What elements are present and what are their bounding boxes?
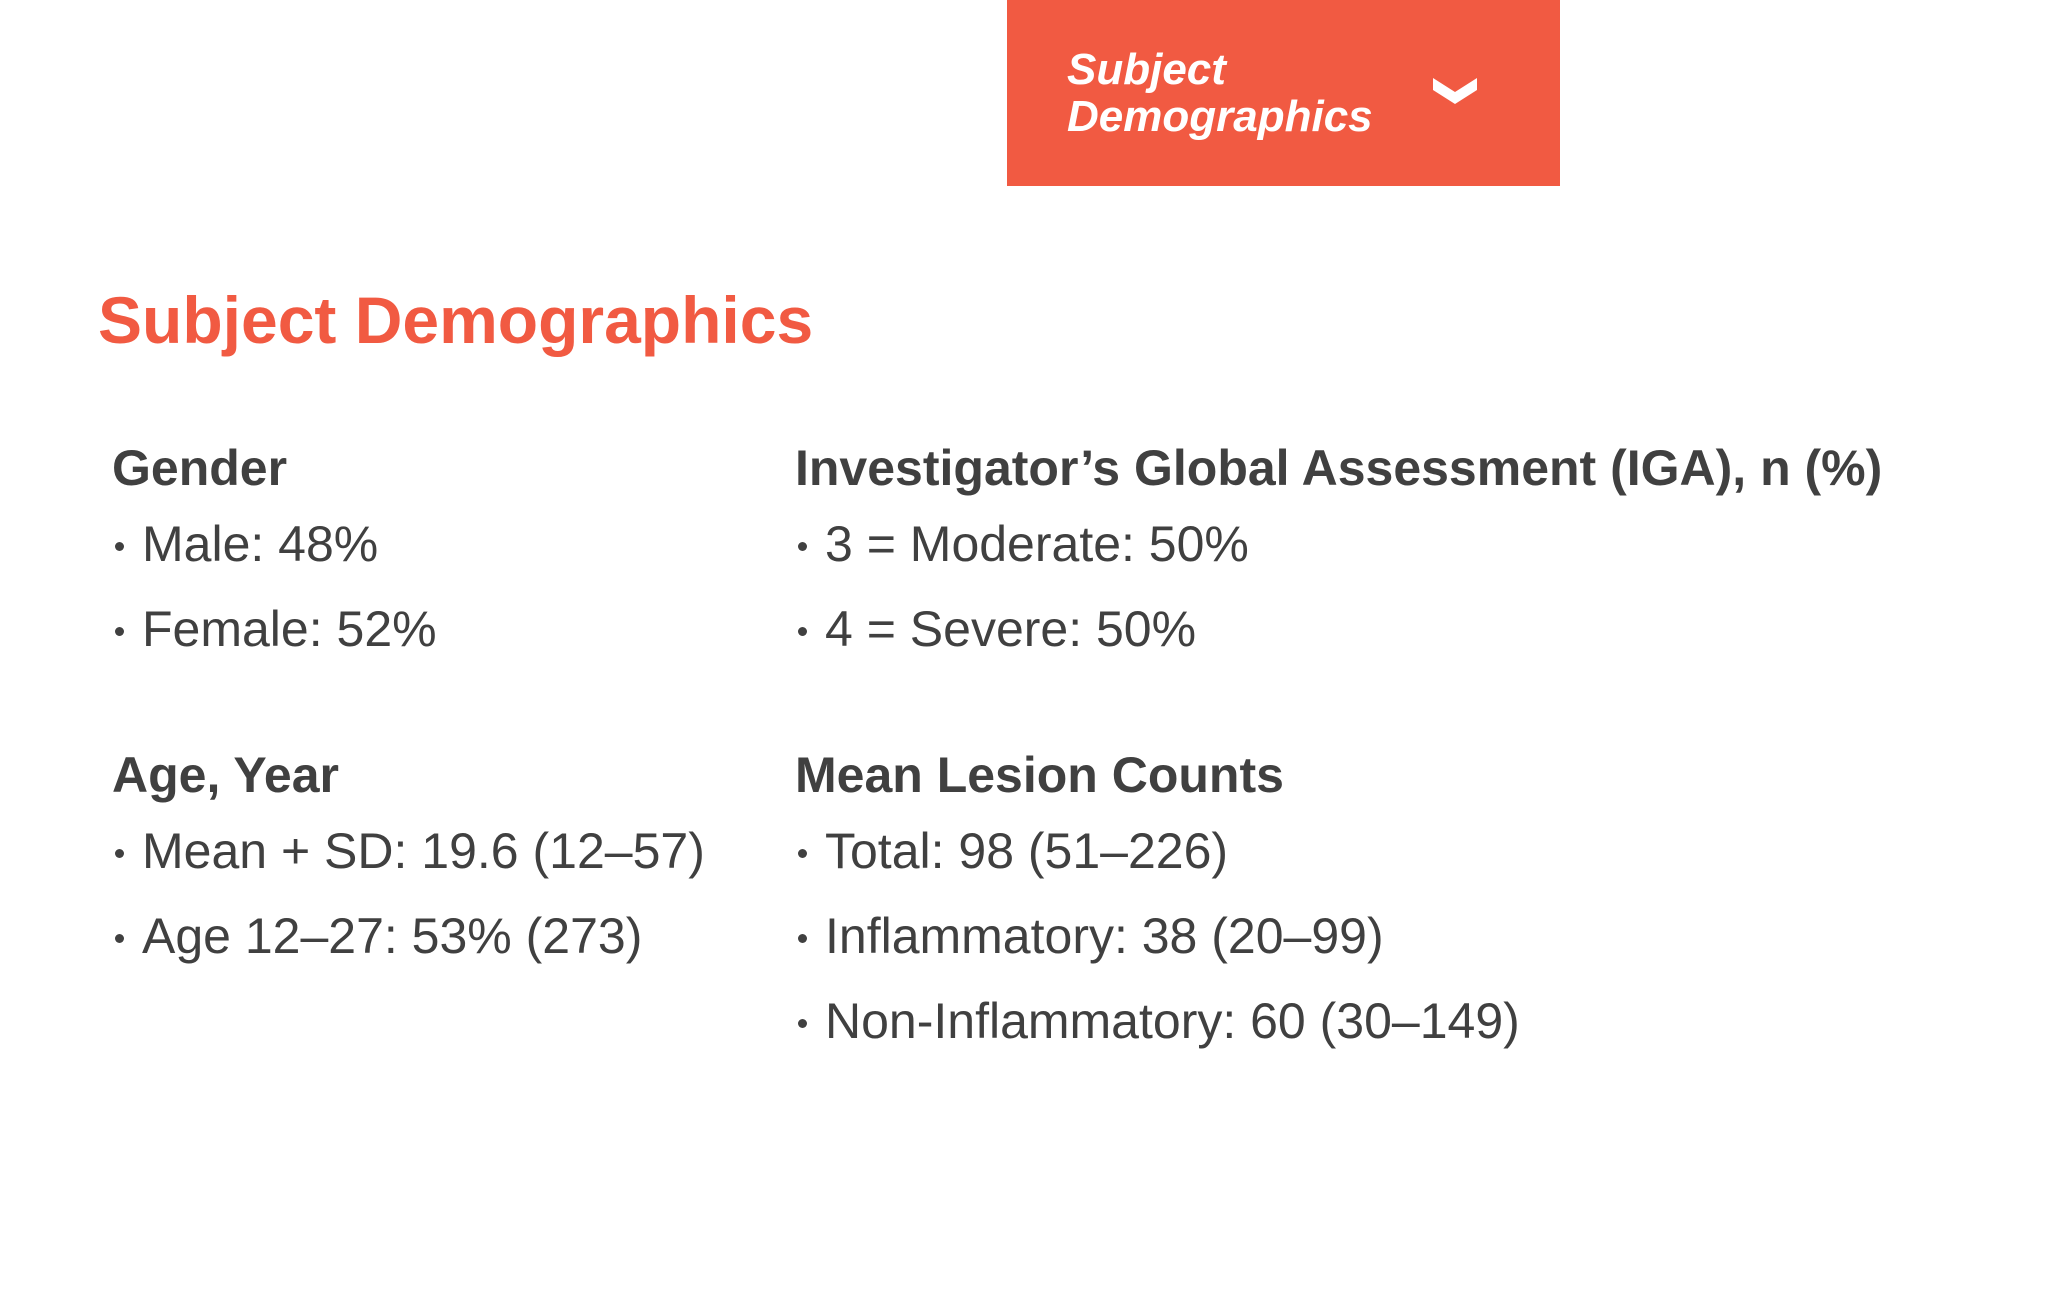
list-item: Male: 48% [112,514,437,574]
list-item: Female: 52% [112,599,437,659]
list-item: Inflammatory: 38 (20–99) [795,906,1520,966]
list-item-text: Inflammatory: 38 (20–99) [825,908,1384,964]
list-item: Mean + SD: 19.6 (12–57) [112,821,705,881]
bullet-icon [798,626,807,636]
age-list: Mean + SD: 19.6 (12–57) Age 12–27: 53% (… [112,821,705,966]
list-item-text: Mean + SD: 19.6 (12–57) [142,823,705,879]
list-item-text: Male: 48% [142,516,379,572]
list-item: Age 12–27: 53% (273) [112,906,705,966]
list-item: Non-Inflammatory: 60 (30–149) [795,991,1520,1051]
list-item: 3 = Moderate: 50% [795,514,1882,574]
list-item-text: Total: 98 (51–226) [825,823,1229,879]
bullet-icon [798,933,807,943]
section-heading: Mean Lesion Counts [795,747,1284,803]
iga-list: 3 = Moderate: 50% 4 = Severe: 50% [795,514,1882,659]
iga-section: Investigator’s Global Assessment (IGA), … [795,438,1882,684]
bullet-icon [798,541,807,551]
page-title: Subject Demographics [98,283,814,357]
list-item-text: Non-Inflammatory: 60 (30–149) [825,993,1520,1049]
lesion-list: Total: 98 (51–226) Inflammatory: 38 (20–… [795,821,1520,1051]
gender-section: Gender Male: 48% Female: 52% [112,438,437,684]
lesion-counts-section: Mean Lesion Counts Total: 98 (51–226) In… [795,745,1520,1076]
bullet-icon [798,1018,807,1028]
gender-list: Male: 48% Female: 52% [112,514,437,659]
tab-label: Subject Demographics [1067,45,1373,141]
bullet-icon [115,848,124,858]
section-heading: Investigator’s Global Assessment (IGA), … [795,440,1883,496]
subject-demographics-tab[interactable]: Subject Demographics [1007,0,1560,186]
section-heading: Age, Year [112,747,340,803]
list-item: Total: 98 (51–226) [795,821,1520,881]
bullet-icon [798,848,807,858]
list-item: 4 = Severe: 50% [795,599,1882,659]
bullet-icon [115,626,124,636]
chevron-down-icon [1433,78,1477,104]
list-item-text: 3 = Moderate: 50% [825,516,1249,572]
bullet-icon [115,541,124,551]
list-item-text: 4 = Severe: 50% [825,601,1197,657]
list-item-text: Age 12–27: 53% (273) [142,908,643,964]
bullet-icon [115,933,124,943]
section-heading: Gender [112,440,288,496]
age-section: Age, Year Mean + SD: 19.6 (12–57) Age 12… [112,745,705,991]
list-item-text: Female: 52% [142,601,437,657]
